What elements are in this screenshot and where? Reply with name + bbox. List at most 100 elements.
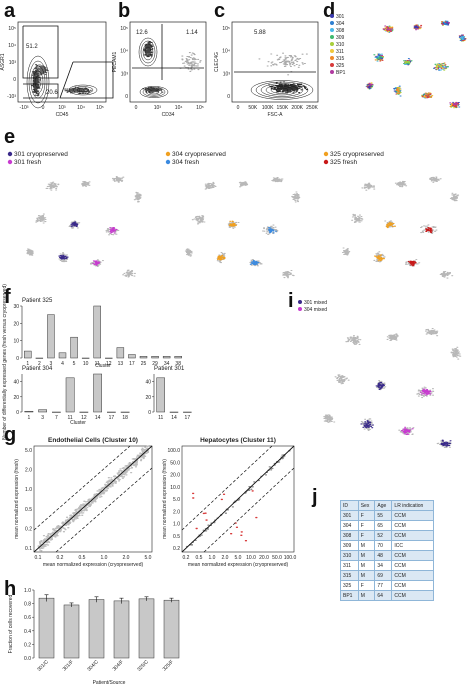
x-tick-label: 10³ bbox=[58, 105, 66, 111]
table-cell: M bbox=[357, 590, 376, 601]
cluster-points bbox=[386, 333, 399, 341]
cluster-points bbox=[413, 25, 419, 29]
bar bbox=[47, 314, 55, 359]
x-tick-label: 11 bbox=[95, 361, 100, 367]
flow-plot-b: 12.6 1.14 10⁵ 10⁴ 10³ 0 0 10³ 10⁴ 10⁵ CD34 PECAM1 bbox=[112, 21, 207, 118]
x-axis-label: FSC-A bbox=[268, 112, 284, 118]
legend-swatch bbox=[298, 307, 302, 311]
highlight-points bbox=[373, 254, 386, 262]
bar-panel-h: 0.0 0.2 0.4 0.6 0.8 1.0 301/C 301/F 304/C 304/F 32… bbox=[8, 588, 180, 684]
x-tick-label: 301/F bbox=[62, 659, 75, 672]
table-cell: CCM bbox=[391, 590, 434, 601]
x-tick-label: 2.0 bbox=[222, 555, 229, 561]
x-tick-label: 0.1 bbox=[35, 555, 42, 561]
bar bbox=[58, 352, 67, 359]
contour bbox=[275, 87, 289, 93]
y-tick-label: 1.0 bbox=[25, 487, 32, 493]
panel-letter-c: c bbox=[214, 0, 226, 22]
gate-value: 12.6 bbox=[136, 30, 148, 36]
highlight-points bbox=[109, 226, 118, 234]
y-tick-label: 20.0 bbox=[170, 473, 180, 479]
y-tick-label: 0.2 bbox=[24, 642, 31, 648]
bar bbox=[88, 599, 105, 659]
contour bbox=[270, 86, 294, 94]
x-tick-label: 325/C bbox=[136, 659, 150, 673]
x-axis-label: mean normalized expression (cryopreserve… bbox=[43, 562, 144, 568]
y-tick-label: 30 bbox=[13, 304, 19, 310]
legend-swatch bbox=[165, 151, 171, 157]
cluster-points bbox=[334, 374, 350, 385]
cluster-points bbox=[111, 176, 125, 183]
legend-label: 325 fresh bbox=[330, 159, 357, 166]
cluster-points bbox=[436, 64, 444, 70]
table-cell: F bbox=[357, 530, 376, 541]
x-tick-label: 200K bbox=[291, 105, 303, 111]
table-cell: CCM bbox=[391, 570, 434, 581]
legend-swatch bbox=[330, 49, 334, 53]
y-tick-label: 0.2 bbox=[25, 526, 32, 532]
x-tick-label: 17 bbox=[109, 415, 115, 421]
table-row: 315 M 69 CCM bbox=[340, 570, 434, 581]
y-axis-label: PECAM1 bbox=[112, 52, 118, 73]
cluster-points bbox=[133, 191, 142, 203]
legend-swatch bbox=[330, 35, 334, 39]
x-tick-label: 3 bbox=[50, 361, 53, 367]
highlight-points bbox=[267, 227, 278, 234]
bar bbox=[24, 350, 32, 359]
contour bbox=[260, 83, 304, 97]
table-header-indication: LR indication bbox=[391, 500, 434, 511]
table-cell: ICC bbox=[391, 540, 434, 551]
cluster-points bbox=[439, 271, 454, 279]
x-tick-label: 10⁵ bbox=[196, 105, 204, 111]
y-tick-label: 5.0 bbox=[25, 448, 32, 454]
plot-frame bbox=[231, 21, 319, 103]
y-tick-label: 2.0 bbox=[173, 509, 180, 515]
highlight-points bbox=[440, 439, 452, 447]
y-tick-label: 40 bbox=[145, 380, 151, 386]
contour bbox=[148, 89, 160, 95]
x-tick-label: 12 bbox=[106, 361, 112, 367]
highlight-points bbox=[192, 490, 258, 542]
y-tick-label: 20 bbox=[13, 321, 19, 327]
contour bbox=[142, 87, 166, 97]
x-tick-label: 50K bbox=[248, 105, 258, 111]
panel-letter-h: h bbox=[4, 578, 17, 600]
contour bbox=[26, 55, 50, 109]
contour bbox=[140, 40, 156, 64]
legend-swatch bbox=[7, 151, 13, 157]
table-cell: 34 bbox=[374, 560, 393, 571]
cluster-points bbox=[26, 248, 35, 256]
highlight-points bbox=[216, 254, 226, 261]
cluster-points bbox=[394, 180, 408, 188]
x-tick-label: 304/C bbox=[86, 659, 100, 673]
bar bbox=[113, 600, 130, 659]
legend-label: 301 fresh bbox=[14, 159, 41, 166]
y-tick-label: 40 bbox=[13, 380, 19, 386]
tsne-points bbox=[184, 177, 301, 279]
patient-table: ID Sex Age LR indication 301 F 55 CCM 304 F 65… bbox=[340, 500, 434, 601]
x-tick-label: 25 bbox=[141, 361, 147, 367]
bar bbox=[38, 597, 55, 659]
x-tick-label: 10⁴ bbox=[175, 105, 183, 111]
highlight-points bbox=[360, 420, 375, 429]
cluster-points bbox=[449, 101, 459, 106]
cluster-points bbox=[366, 84, 373, 89]
y-tick-label: 0.4 bbox=[24, 629, 31, 635]
x-tick-label: 301/C bbox=[36, 659, 50, 673]
highlight-points bbox=[70, 221, 79, 228]
table-cell: BP1 bbox=[340, 590, 359, 601]
contour bbox=[32, 70, 44, 94]
bar bbox=[162, 356, 171, 359]
cluster-points bbox=[449, 192, 460, 202]
x-tick-label: 12 bbox=[81, 415, 87, 421]
bar bbox=[174, 356, 182, 359]
x-axis-label: Patient/Source bbox=[93, 680, 126, 684]
identity-line bbox=[181, 445, 295, 553]
fold-line bbox=[55, 467, 153, 553]
x-tick-label: 4 bbox=[61, 361, 64, 367]
contour bbox=[255, 81, 309, 99]
panel-letter-f: f bbox=[4, 286, 11, 308]
fold-line bbox=[33, 445, 131, 531]
